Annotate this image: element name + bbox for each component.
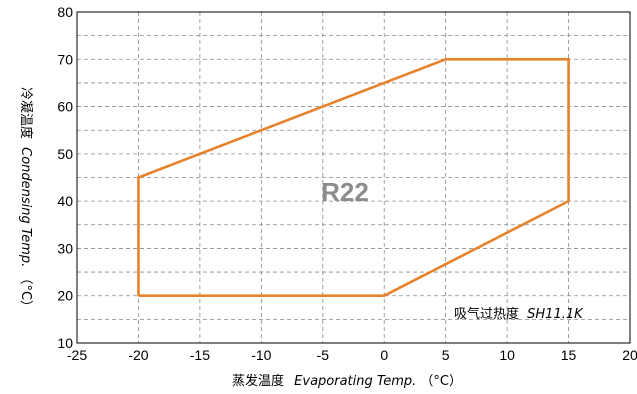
superheat-annotation-en: SH11.1K [527, 307, 584, 322]
x-tick-label: 0 [380, 347, 388, 363]
y-tick-label: 50 [57, 146, 73, 162]
x-tick-label: -20 [128, 347, 148, 363]
y-tick-label: 30 [57, 240, 73, 256]
x-axis-title: 蒸发温度 Evaporating Temp. （°C） [232, 373, 462, 389]
y-axis-title-en: Condensing Temp. [18, 147, 33, 267]
x-tick-label: 10 [499, 347, 515, 363]
y-tick-label: 80 [57, 4, 73, 20]
y-tick-label: 10 [57, 335, 73, 351]
grid-lines [77, 12, 630, 343]
y-tick-label: 40 [57, 193, 73, 209]
x-tick-labels: -25 -20 -15 -10 -5 0 5 10 15 20 [67, 347, 637, 363]
y-axis-title-cn: 冷凝温度 [18, 87, 34, 139]
y-axis-title: 冷凝温度 Condensing Temp. （°C） [18, 87, 34, 313]
x-axis-title-cn: 蒸发温度 [232, 373, 284, 389]
y-tick-label: 20 [57, 288, 73, 304]
x-tick-label: 5 [442, 347, 450, 363]
y-axis-title-unit: （°C） [18, 271, 33, 313]
envelope-line-r22 [137, 57, 570, 298]
x-tick-label: 15 [561, 347, 577, 363]
y-tick-labels: 10 20 30 40 50 60 70 80 [57, 4, 73, 351]
y-tick-label: 60 [57, 99, 73, 115]
series-label-r22: R22 [321, 177, 369, 207]
x-tick-label: -25 [67, 347, 87, 363]
plot-frame [76, 11, 631, 344]
x-tick-label: 20 [622, 347, 637, 363]
x-tick-label: -10 [251, 347, 271, 363]
envelope-series [137, 57, 570, 298]
superheat-annotation-cn: 吸气过热度 [454, 306, 519, 322]
x-tick-label: -5 [317, 347, 330, 363]
x-axis-title-en: Evaporating Temp. [294, 374, 416, 389]
x-tick-label: -15 [190, 347, 210, 363]
superheat-annotation: 吸气过热度 SH11.1K [454, 306, 584, 322]
x-axis-title-unit: （°C） [420, 374, 462, 389]
y-tick-label: 70 [57, 51, 73, 67]
